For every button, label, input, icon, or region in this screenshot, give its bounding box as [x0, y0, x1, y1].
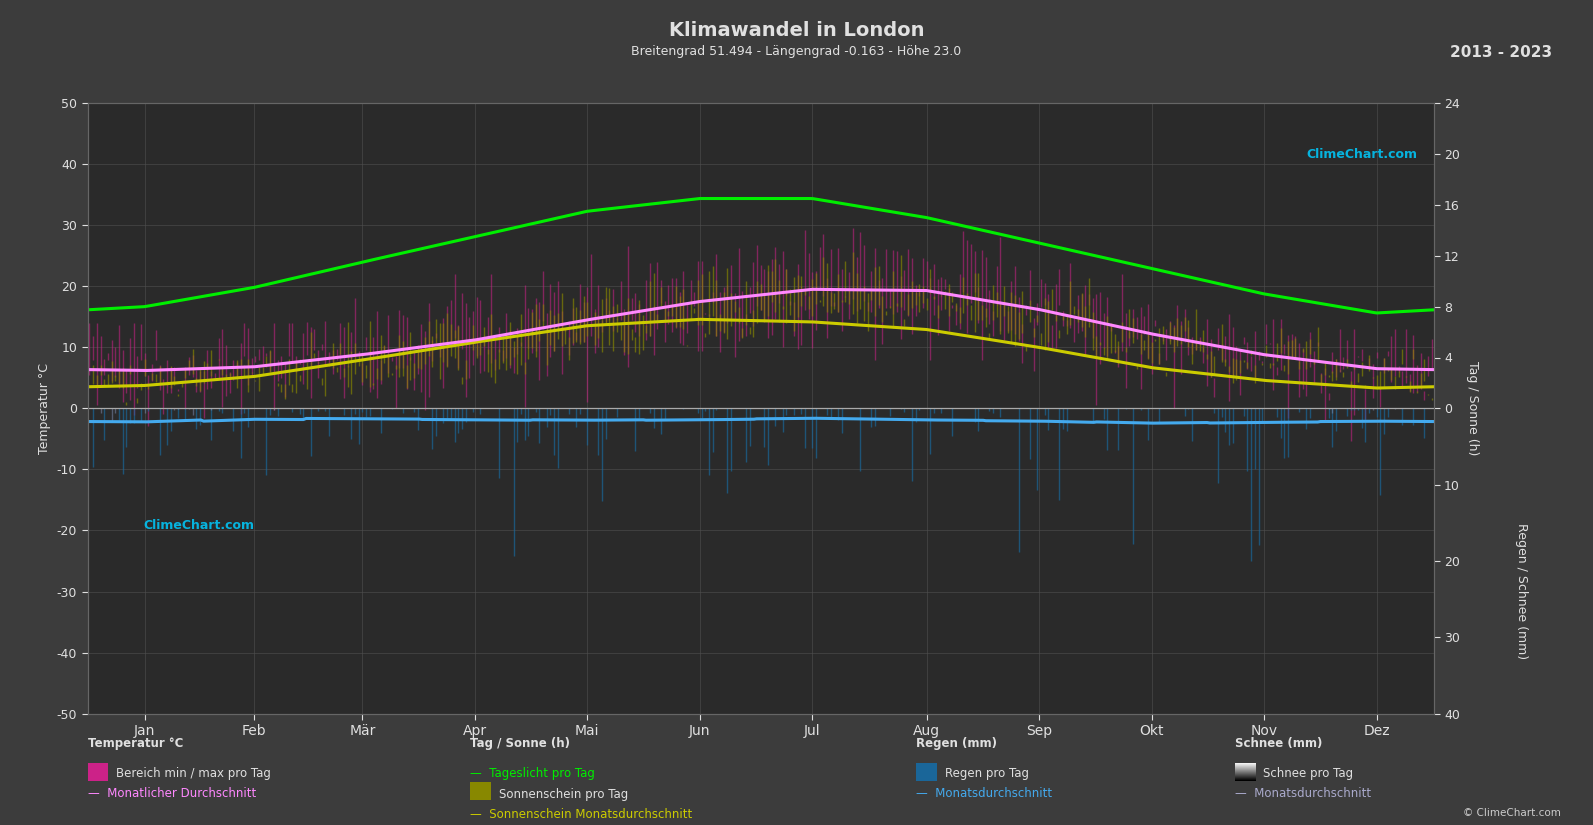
Text: 2013 - 2023: 2013 - 2023 — [1450, 45, 1552, 60]
Y-axis label: Temperatur °C: Temperatur °C — [38, 363, 51, 454]
Text: Temperatur °C: Temperatur °C — [88, 737, 183, 750]
Text: ClimeChart.com: ClimeChart.com — [1306, 148, 1418, 161]
Text: —  Sonnenschein Monatsdurchschnitt: — Sonnenschein Monatsdurchschnitt — [470, 808, 693, 821]
Text: Breitengrad 51.494 - Längengrad -0.163 - Höhe 23.0: Breitengrad 51.494 - Längengrad -0.163 -… — [631, 45, 962, 59]
Text: Regen pro Tag: Regen pro Tag — [945, 767, 1029, 780]
Text: ClimeChart.com: ClimeChart.com — [143, 519, 255, 532]
Text: —  Monatsdurchschnitt: — Monatsdurchschnitt — [916, 787, 1051, 800]
Text: Sonnenschein pro Tag: Sonnenschein pro Tag — [499, 788, 628, 801]
Text: Bereich min / max pro Tag: Bereich min / max pro Tag — [116, 767, 271, 780]
Text: —  Monatsdurchschnitt: — Monatsdurchschnitt — [1235, 787, 1370, 800]
Text: Regen (mm): Regen (mm) — [916, 737, 997, 750]
Text: —  Monatlicher Durchschnitt: — Monatlicher Durchschnitt — [88, 787, 256, 800]
Text: Klimawandel in London: Klimawandel in London — [669, 21, 924, 40]
Text: © ClimeChart.com: © ClimeChart.com — [1464, 808, 1561, 818]
Text: Schnee pro Tag: Schnee pro Tag — [1263, 767, 1354, 780]
Text: Tag / Sonne (h): Tag / Sonne (h) — [470, 737, 570, 750]
Text: —  Tageslicht pro Tag: — Tageslicht pro Tag — [470, 766, 594, 780]
Text: Schnee (mm): Schnee (mm) — [1235, 737, 1322, 750]
Y-axis label: Tag / Sonne (h): Tag / Sonne (h) — [1467, 361, 1480, 455]
Text: Regen / Schnee (mm): Regen / Schnee (mm) — [1515, 523, 1528, 660]
